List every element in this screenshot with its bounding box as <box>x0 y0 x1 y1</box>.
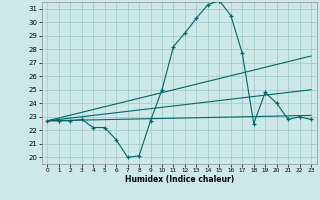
X-axis label: Humidex (Indice chaleur): Humidex (Indice chaleur) <box>124 175 234 184</box>
